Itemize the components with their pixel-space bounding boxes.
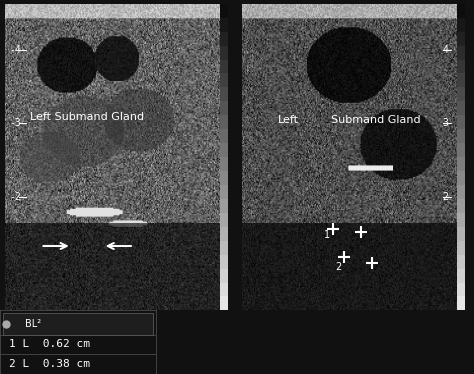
- Bar: [220, 18, 228, 32]
- Bar: [457, 18, 465, 32]
- Text: 2-: 2-: [443, 192, 455, 202]
- Text: Left: Left: [278, 115, 299, 125]
- Bar: [220, 101, 228, 115]
- Bar: [457, 157, 465, 171]
- Bar: [220, 185, 228, 199]
- Bar: [457, 171, 465, 185]
- Text: 4-: 4-: [443, 45, 455, 55]
- Bar: [457, 115, 465, 129]
- Bar: [457, 32, 465, 46]
- Text: -2: -2: [9, 192, 21, 202]
- Bar: [457, 129, 465, 143]
- Bar: [457, 185, 465, 199]
- Bar: [220, 157, 228, 171]
- Bar: [457, 269, 465, 282]
- Text: -3: -3: [9, 118, 21, 128]
- Bar: [220, 213, 228, 227]
- Text: 1: 1: [324, 230, 330, 240]
- Bar: [457, 88, 465, 101]
- Bar: [457, 4, 465, 18]
- Text: 2: 2: [336, 261, 342, 272]
- Text: 1 L  0.62 cm: 1 L 0.62 cm: [9, 339, 91, 349]
- Bar: [457, 73, 465, 88]
- Bar: [457, 46, 465, 59]
- Bar: [220, 255, 228, 269]
- Bar: [220, 143, 228, 157]
- Bar: [220, 73, 228, 88]
- Bar: [220, 88, 228, 101]
- Bar: [220, 32, 228, 46]
- Bar: [457, 213, 465, 227]
- Text: -4: -4: [9, 45, 21, 55]
- Bar: [220, 115, 228, 129]
- Bar: [457, 199, 465, 213]
- Bar: [457, 101, 465, 115]
- Bar: [220, 297, 228, 310]
- Bar: [220, 4, 228, 18]
- Bar: [220, 129, 228, 143]
- Text: BL²: BL²: [25, 319, 41, 329]
- Bar: [457, 297, 465, 310]
- Bar: [457, 59, 465, 73]
- Bar: [220, 269, 228, 282]
- Bar: [220, 282, 228, 297]
- Text: Left Submand Gland: Left Submand Gland: [30, 112, 144, 122]
- Bar: [457, 282, 465, 297]
- Text: 3-: 3-: [443, 118, 455, 128]
- Bar: [220, 241, 228, 255]
- Bar: [457, 143, 465, 157]
- Text: 2 L  0.38 cm: 2 L 0.38 cm: [9, 359, 91, 369]
- Bar: [220, 59, 228, 73]
- Bar: [220, 46, 228, 59]
- Bar: [457, 227, 465, 241]
- Text: Submand Gland: Submand Gland: [330, 115, 420, 125]
- Bar: [220, 227, 228, 241]
- Bar: [457, 255, 465, 269]
- Bar: [220, 171, 228, 185]
- Bar: [457, 241, 465, 255]
- Bar: [220, 199, 228, 213]
